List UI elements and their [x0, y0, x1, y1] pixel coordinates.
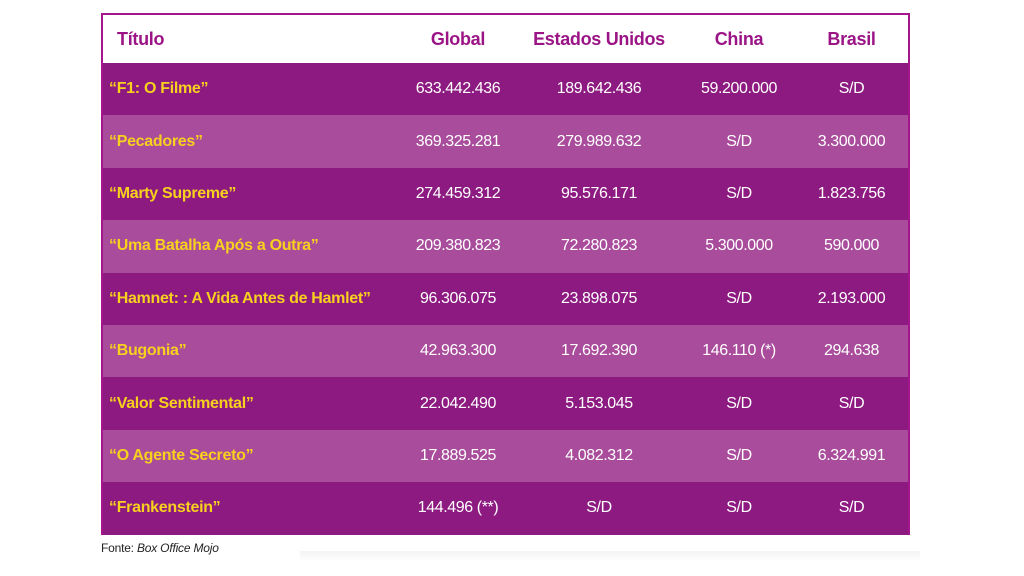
brasil-value: 2.193.000 — [817, 289, 886, 307]
global-value: 209.380.823 — [415, 237, 501, 255]
table-row: “Uma Batalha Após a Outra” 209.380.823 7… — [103, 220, 908, 273]
table-row: “Hamnet: : A Vida Antes de Hamlet” 96.30… — [103, 272, 908, 325]
china-value: S/D — [726, 499, 752, 517]
header-global: Global — [401, 15, 515, 63]
china-value: 146.110 (*) — [702, 342, 776, 360]
movie-title: “Uma Batalha Após a Outra” — [109, 237, 319, 255]
table-row: “O Agente Secreto” 17.889.525 4.082.312 … — [103, 429, 908, 483]
movie-title: “Pecadores” — [109, 132, 203, 150]
brasil-value: 6.324.991 — [817, 446, 886, 464]
movie-title: “Frankenstein” — [109, 499, 221, 517]
table-row: “Valor Sentimental” 22.042.490 5.153.045… — [103, 377, 908, 430]
china-value: 59.200.000 — [700, 80, 778, 98]
source-note: Fonte: Box Office Mojo — [101, 541, 219, 555]
global-value: 96.306.075 — [419, 289, 497, 307]
movie-title: “Valor Sentimental” — [109, 394, 254, 412]
global-value: 17.889.525 — [419, 446, 497, 464]
china-value: S/D — [726, 446, 752, 464]
china-value: S/D — [726, 289, 752, 307]
global-value: 22.042.490 — [419, 394, 497, 412]
brasil-value: S/D — [838, 80, 865, 98]
global-value: 42.963.300 — [419, 342, 497, 360]
bottom-shadow-divider — [300, 551, 920, 561]
table-header-row: Título Global Estados Unidos China Brasi… — [103, 15, 908, 63]
movie-title: “Hamnet: : A Vida Antes de Hamlet” — [109, 289, 371, 307]
header-us: Estados Unidos — [515, 15, 683, 63]
china-value: 5.300.000 — [705, 237, 773, 255]
us-value: 279.989.632 — [556, 132, 642, 150]
brasil-value: 3.300.000 — [817, 132, 886, 150]
brasil-value: S/D — [838, 499, 865, 517]
us-value: 72.280.823 — [560, 237, 638, 255]
global-value: 274.459.312 — [415, 184, 501, 202]
global-value: 144.496 (**) — [417, 499, 499, 517]
table-row: “Frankenstein” 144.496 (**) S/D S/D S/D — [103, 482, 908, 535]
movie-title: “Bugonia” — [109, 342, 187, 360]
table-row: “Marty Supreme” 274.459.312 95.576.171 S… — [103, 167, 908, 221]
brasil-value: 294.638 — [823, 342, 880, 360]
brasil-value: 590.000 — [823, 237, 880, 255]
us-value: 189.642.436 — [556, 80, 642, 98]
box-office-table-container: Título Global Estados Unidos China Brasi… — [101, 13, 910, 535]
brasil-value: S/D — [838, 394, 865, 412]
movie-title: “F1: O Filme” — [109, 80, 209, 98]
header-brasil: Brasil — [795, 15, 908, 63]
china-value: S/D — [726, 394, 752, 412]
us-value: 23.898.075 — [560, 289, 638, 307]
header-china: China — [683, 15, 795, 63]
us-value: 5.153.045 — [565, 394, 633, 412]
china-value: S/D — [726, 184, 752, 202]
us-value: S/D — [586, 499, 612, 517]
china-value: S/D — [726, 132, 752, 150]
source-label: Fonte: — [101, 541, 137, 555]
header-title: Título — [103, 15, 401, 63]
source-name: Box Office Mojo — [136, 541, 219, 555]
movie-title: “O Agente Secreto” — [109, 446, 254, 464]
us-value: 4.082.312 — [565, 446, 633, 464]
box-office-table: Título Global Estados Unidos China Brasi… — [103, 15, 908, 535]
global-value: 369.325.281 — [415, 132, 501, 150]
global-value: 633.442.436 — [415, 80, 501, 98]
us-value: 95.576.171 — [560, 184, 638, 202]
us-value: 17.692.390 — [560, 342, 638, 360]
table-row: “Pecadores” 369.325.281 279.989.632 S/D … — [103, 115, 908, 168]
table-row: “F1: O Filme” 633.442.436 189.642.436 59… — [103, 63, 908, 116]
table-row: “Bugonia” 42.963.300 17.692.390 146.110 … — [103, 324, 908, 378]
brasil-value: 1.823.756 — [817, 184, 886, 202]
movie-title: “Marty Supreme” — [109, 184, 237, 202]
